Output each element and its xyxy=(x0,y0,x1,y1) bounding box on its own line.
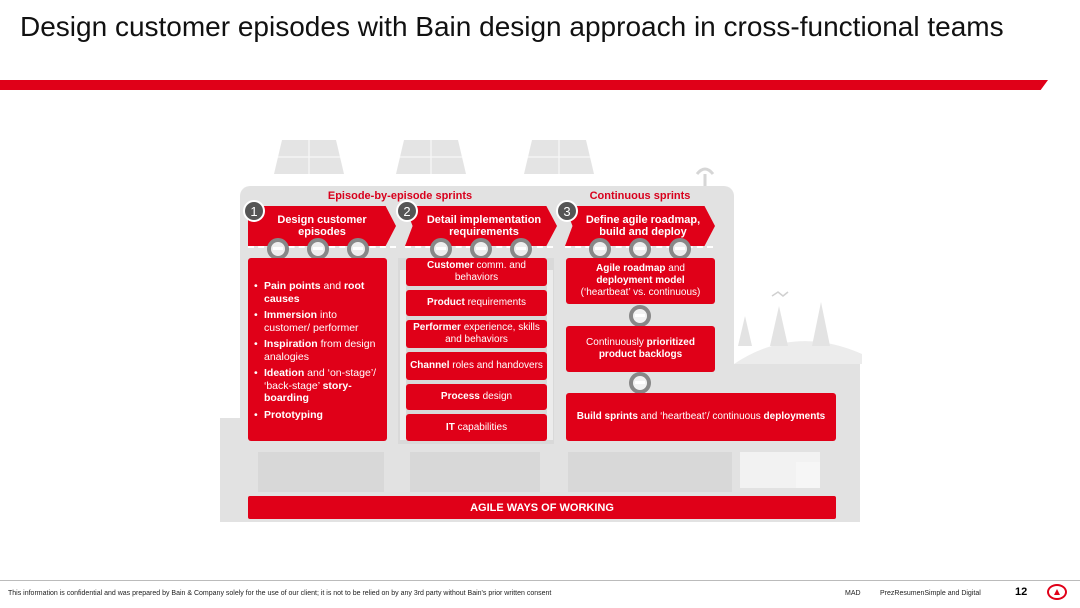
sprint-cycle-icon xyxy=(629,372,651,394)
footer-deck-name: PrezResumenSimple and Digital xyxy=(880,590,981,597)
sprint-cycle-icon xyxy=(347,238,369,260)
requirement-product: Product requirements xyxy=(406,290,547,316)
agile-ways-bar: AGILE WAYS OF WORKING xyxy=(248,496,836,519)
step-2-label: Detail implementation requirements xyxy=(426,214,542,238)
phase-label-continuous: Continuous sprints xyxy=(589,190,691,202)
backlog-box: Continuously prioritized product backlog… xyxy=(566,326,715,372)
bullet-item: Ideation and ‘on-stage’/ ‘back-stage’ st… xyxy=(254,367,381,405)
sprint-cycle-icon xyxy=(629,238,651,260)
bullet-item: Inspiration from design analogies xyxy=(254,338,381,363)
footer-code: MAD xyxy=(845,590,861,597)
build-sprints-box: Build sprints and ‘heartbeat’/ continuou… xyxy=(566,393,836,441)
sprint-cycle-icon xyxy=(510,238,532,260)
bain-logo-icon xyxy=(1047,584,1067,600)
sprint-cycle-icon xyxy=(307,238,329,260)
bullet-item: Immersion into customer/ performer xyxy=(254,309,381,334)
requirement-it: IT capabilities xyxy=(406,414,547,441)
page-number: 12 xyxy=(1015,586,1028,598)
design-activities-box: Pain points and root causes Immersion in… xyxy=(248,258,387,441)
step-2-number: 2 xyxy=(396,200,418,222)
sprint-cycle-icon xyxy=(589,238,611,260)
roadmap-box: Agile roadmap and deployment model (‘hea… xyxy=(566,258,715,304)
step-3-number: 3 xyxy=(556,200,578,222)
requirement-channel: Channel roles and handovers xyxy=(406,352,547,380)
bullet-item: Pain points and root causes xyxy=(254,280,381,305)
step-3-chevron: Define agile roadmap, build and deploy xyxy=(565,206,715,246)
tree-icon xyxy=(738,302,830,346)
page-title: Design customer episodes with Bain desig… xyxy=(20,11,1004,42)
confidentiality-note: This information is confidential and was… xyxy=(8,590,552,597)
footer-divider xyxy=(0,580,1080,581)
step-1-label: Design customer episodes xyxy=(277,214,367,238)
requirement-performer: Performer experience, skills and behavio… xyxy=(406,320,547,348)
requirement-process: Process design xyxy=(406,384,547,410)
sprint-cycle-icon xyxy=(669,238,691,260)
step-1-number: 1 xyxy=(243,200,265,222)
step-3-label: Define agile roadmap, build and deploy xyxy=(585,214,701,238)
sprint-cycle-icon xyxy=(629,305,651,327)
sprint-cycle-icon xyxy=(430,238,452,260)
team-silhouettes-icon xyxy=(258,452,820,492)
bullet-item: Prototyping xyxy=(254,409,381,422)
bird-icon xyxy=(771,291,789,297)
sprint-cycle-icon xyxy=(267,238,289,260)
phase-label-episode: Episode-by-episode sprints xyxy=(327,190,473,202)
title-rule xyxy=(0,80,1048,90)
sprint-cycle-icon xyxy=(470,238,492,260)
requirement-customer: Customer comm. and behaviors xyxy=(406,258,547,286)
step-1-chevron: Design customer episodes xyxy=(248,206,396,246)
